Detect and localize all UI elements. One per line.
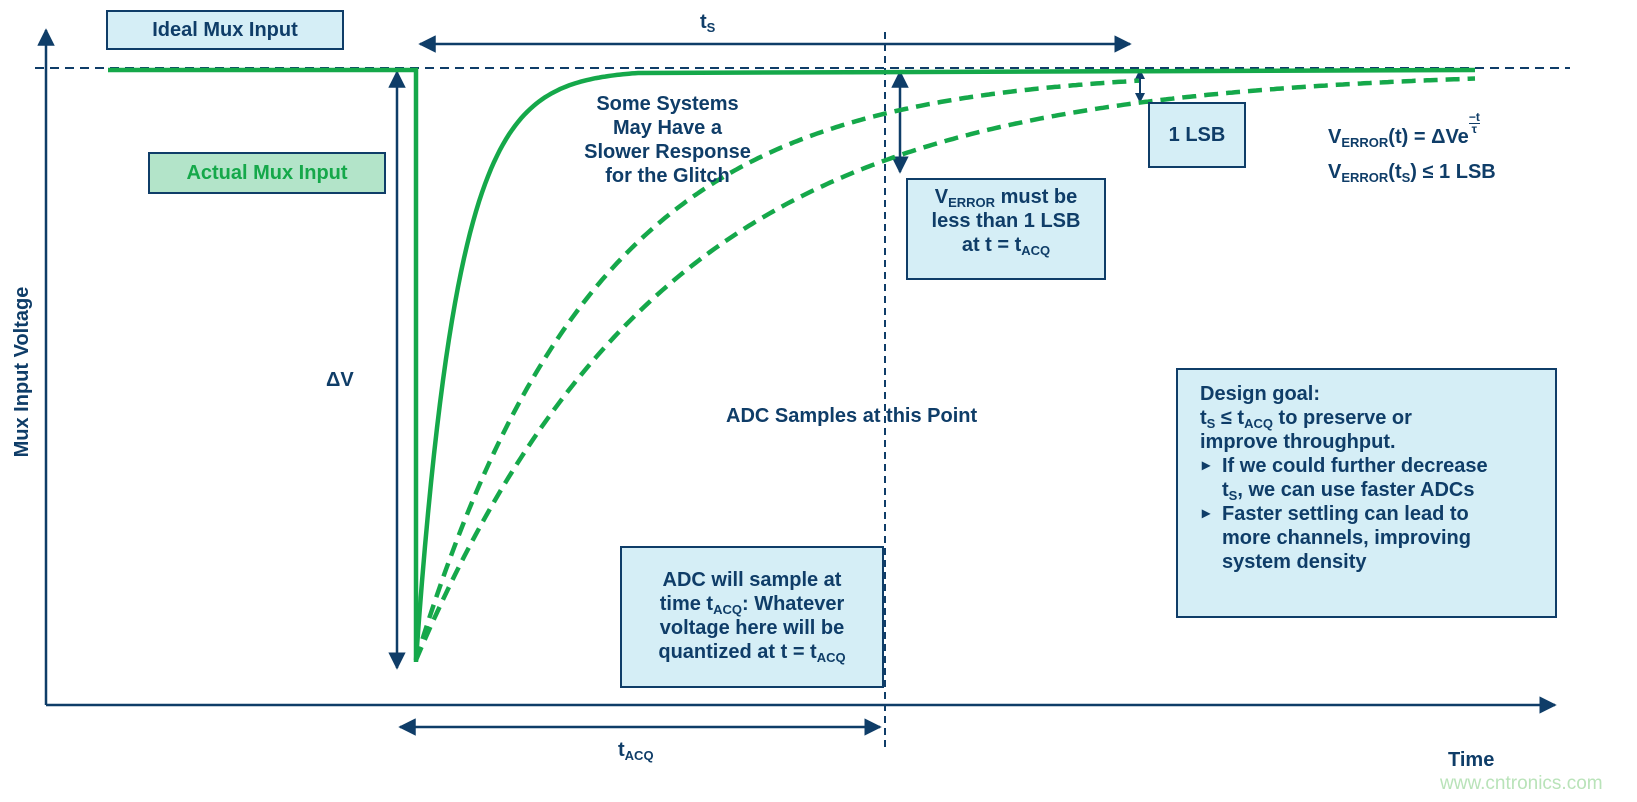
adc-sample-box: ADC will sample at time tACQ: Whatever v…	[620, 546, 884, 688]
y-axis-label: Mux Input Voltage	[11, 286, 33, 458]
verror-box: VERROR must be less than 1 LSB at t = tA…	[906, 178, 1106, 280]
note-line: Slower Response	[584, 141, 751, 163]
text: time t	[659, 593, 714, 615]
cond-sub2: S	[1401, 170, 1411, 185]
exp-num: −t	[1468, 110, 1480, 124]
adc-line2: time tACQ: Whatever	[622, 592, 882, 616]
sub: ACQ	[1021, 243, 1051, 258]
sub: S	[1228, 488, 1238, 503]
sub: ACQ	[1244, 416, 1273, 431]
adc-line4: quantized at t = tACQ	[622, 640, 882, 664]
exponent-fraction: −t τ	[1468, 110, 1480, 136]
note-line: Some Systems	[596, 93, 739, 115]
ts-sub: S	[706, 20, 716, 35]
text: If we could further decrease	[1222, 455, 1488, 477]
design-title: Design goal:	[1200, 383, 1321, 405]
cond-v: V	[1328, 161, 1342, 183]
text: to preserve or	[1272, 407, 1412, 429]
sub: ERROR	[948, 195, 996, 210]
ideal-mux-input-label: Ideal Mux Input	[106, 10, 344, 50]
design-goal-box: Design goal: tS ≤ tACQ to preserve or im…	[1176, 368, 1557, 618]
formula-rest: (t) = ΔVe	[1388, 126, 1469, 148]
adc-line1: ADC will sample at	[662, 569, 842, 591]
adc-line3: voltage here will be	[659, 617, 845, 639]
text: must be	[995, 186, 1078, 208]
cond-sub: ERROR	[1341, 170, 1389, 185]
text: t	[1222, 479, 1229, 501]
design-line2: tS ≤ tACQ to preserve or	[1200, 406, 1555, 430]
slower-response-curve-2	[413, 76, 1476, 661]
x-axis-label: Time	[1448, 749, 1495, 771]
verror-formula: VERROR(t) = ΔVe −t τ	[1328, 110, 1480, 150]
v: V	[934, 186, 949, 208]
slower-response-curve-1	[413, 78, 1140, 661]
fast-response-curve	[413, 67, 1476, 661]
tacq-t: t	[618, 739, 625, 761]
text: more channels, improving	[1222, 527, 1471, 549]
one-lsb-box: 1 LSB	[1148, 102, 1246, 168]
design-line3: improve throughput.	[1200, 431, 1396, 453]
verror-condition: VERROR(tS) ≤ 1 LSB	[1328, 160, 1496, 184]
formula-v: V	[1328, 126, 1342, 148]
adc-samples-label: ADC Samples at this Point	[726, 405, 978, 427]
slower-response-note: Some Systems May Have a Slower Response …	[560, 92, 775, 188]
text: system density	[1222, 551, 1367, 573]
sub: S	[1206, 416, 1216, 431]
text: : Whatever	[741, 593, 845, 615]
actual-mux-input-label: Actual Mux Input	[148, 152, 386, 194]
sub: ACQ	[816, 650, 846, 665]
text: quantized at t = t	[658, 641, 817, 663]
ts-t: t	[700, 11, 707, 33]
tacq-label: tACQ	[618, 738, 654, 762]
text: ≤ t	[1215, 407, 1245, 429]
note-line: for the Glitch	[605, 165, 730, 187]
exp-den: τ	[1471, 122, 1477, 136]
text: Faster settling can lead to	[1222, 503, 1469, 525]
text: t	[1200, 407, 1207, 429]
formula-sub: ERROR	[1341, 135, 1389, 150]
verror-line2: less than 1 LSB	[931, 210, 1081, 232]
note-line: May Have a	[613, 117, 722, 139]
actual-input-step	[108, 67, 419, 662]
watermark: www.cntronics.com	[1440, 773, 1603, 794]
verror-line1: VERROR must be	[908, 185, 1104, 209]
cond-b: ) ≤ 1 LSB	[1410, 161, 1496, 183]
text: at t = t	[961, 234, 1022, 256]
sub: ACQ	[713, 602, 742, 617]
text: , we can use faster ADCs	[1237, 479, 1475, 501]
tacq-sub: ACQ	[624, 748, 654, 763]
ts-label: tS	[700, 10, 715, 34]
verror-line3: at t = tACQ	[908, 233, 1104, 257]
delta-v-label: ΔV	[326, 369, 354, 391]
cond-a: (t	[1388, 161, 1402, 183]
